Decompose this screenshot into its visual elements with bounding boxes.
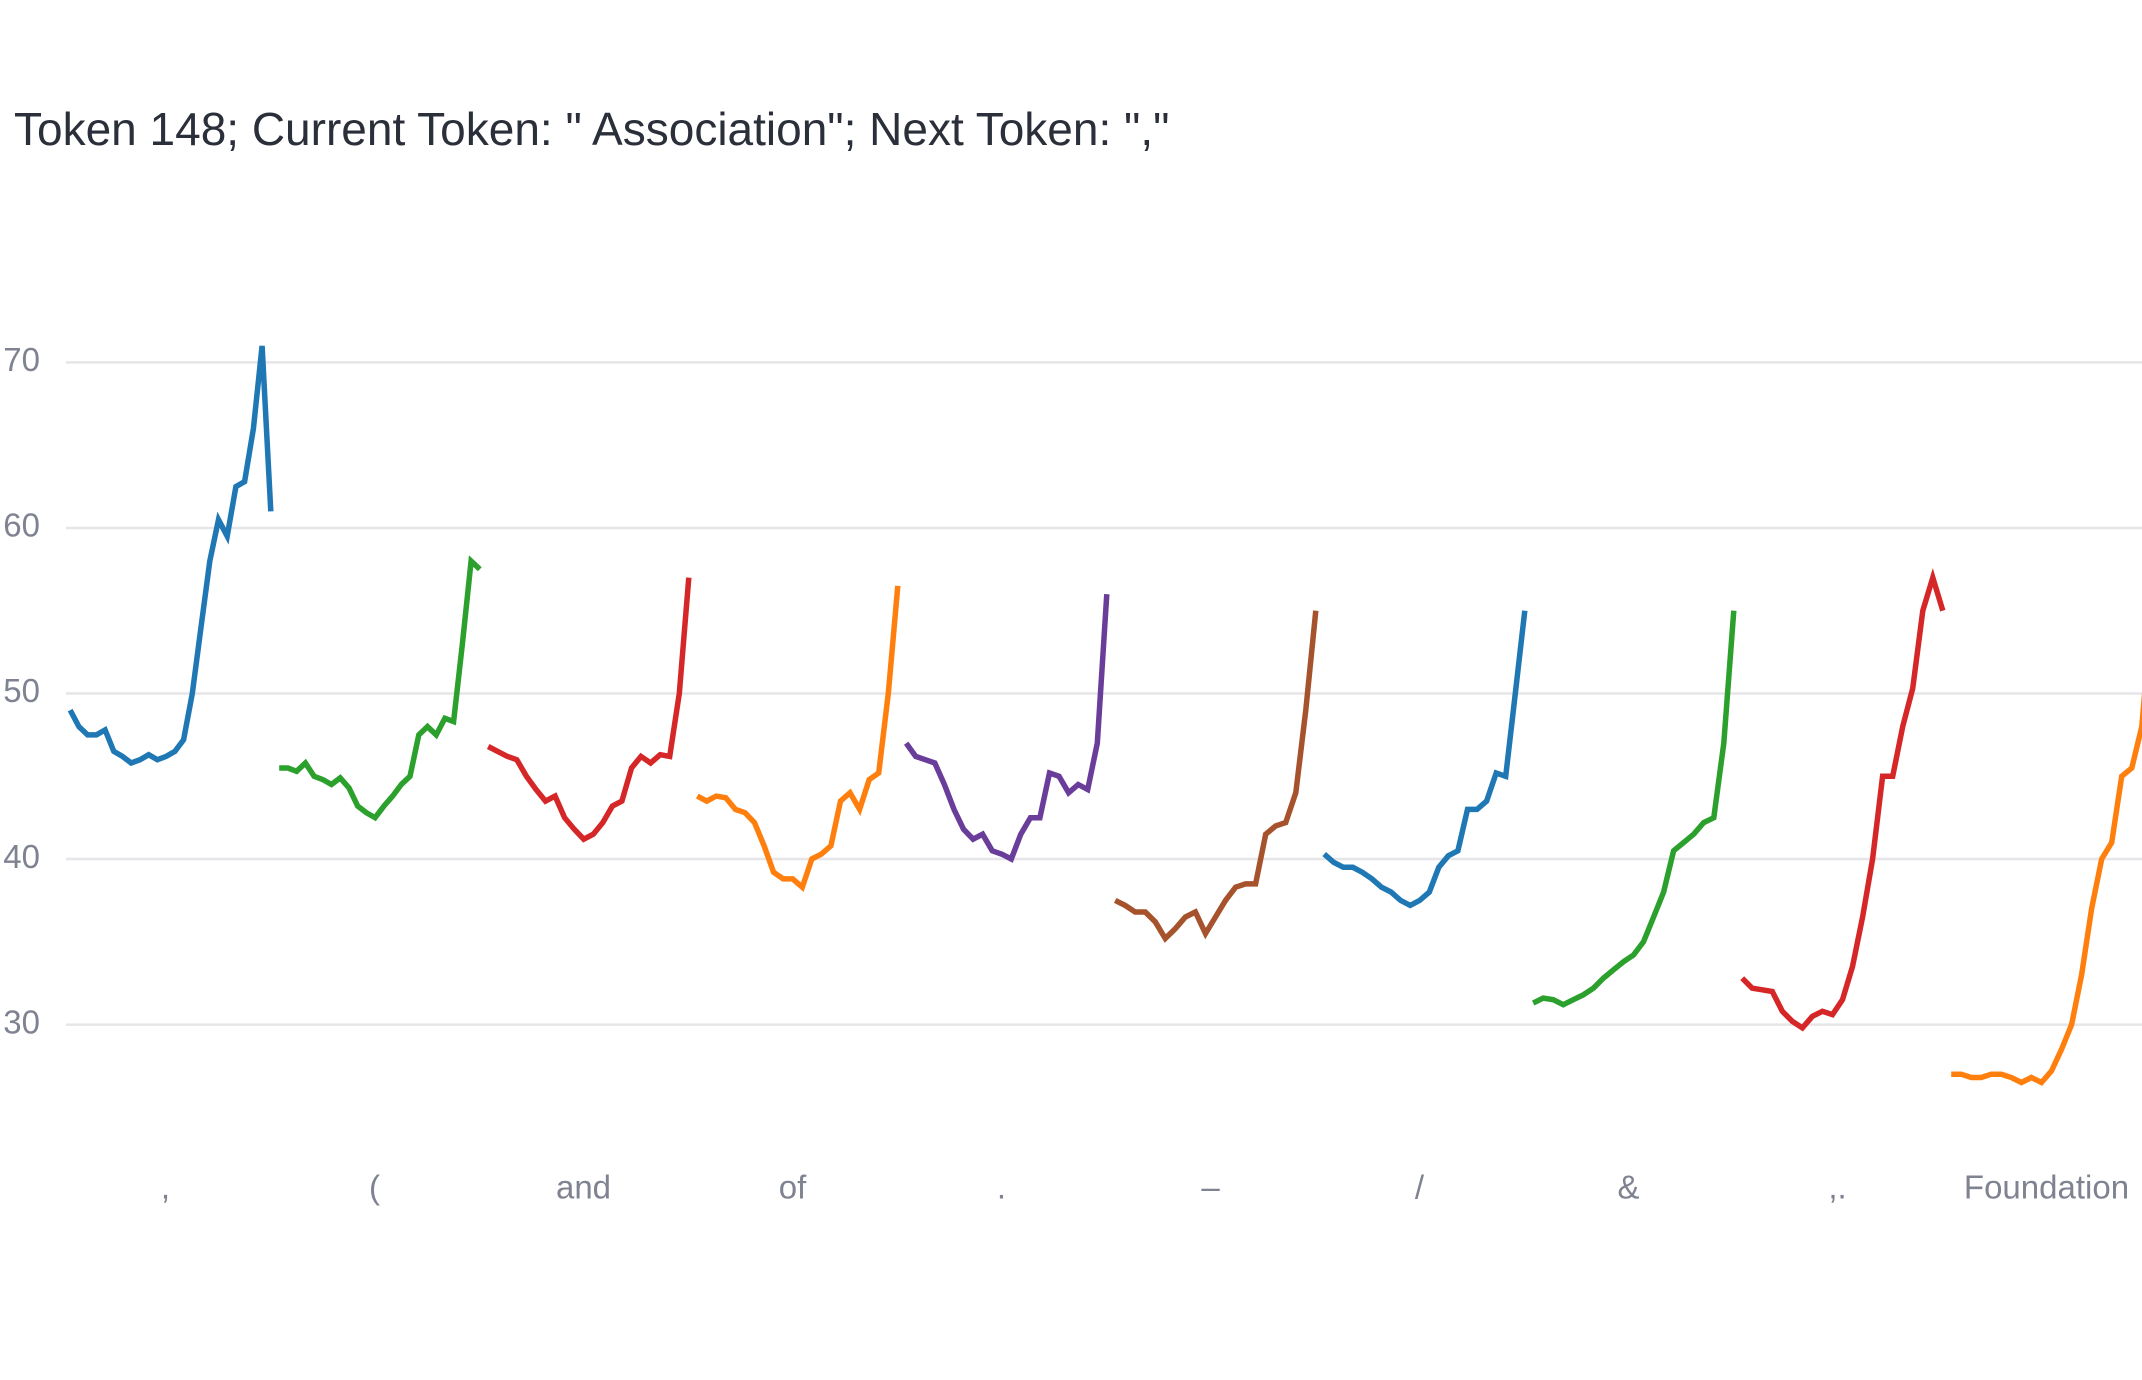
x-tick-label: / xyxy=(1415,1169,1425,1206)
y-tick-label: 70 xyxy=(3,341,40,378)
x-tick-label: & xyxy=(1617,1169,1639,1206)
series-line xyxy=(1740,568,1946,1032)
x-tick-label: – xyxy=(1201,1169,1220,1206)
series-line xyxy=(486,577,692,843)
x-tick-label: , xyxy=(161,1169,170,1206)
series-line xyxy=(1322,610,1528,909)
x-tick-label: Foundation xyxy=(1964,1169,2129,1206)
series-line xyxy=(279,555,482,822)
x-tick-label: of xyxy=(779,1169,807,1206)
series-line xyxy=(1113,610,1319,943)
y-tick-label: 30 xyxy=(3,1003,40,1040)
series-line xyxy=(695,585,901,892)
series-line xyxy=(1951,692,2142,1086)
series-line xyxy=(903,594,1110,863)
y-tick-label: 50 xyxy=(3,672,40,709)
y-tick-label: 40 xyxy=(3,838,40,875)
y-tick-label: 60 xyxy=(3,507,40,544)
x-tick-label: . xyxy=(997,1169,1006,1206)
chart-title: Token 148; Current Token: " Association"… xyxy=(14,103,1169,155)
x-tick-label: ,. xyxy=(1828,1169,1846,1206)
series-line xyxy=(67,345,274,767)
x-tick-label: and xyxy=(556,1169,611,1206)
series-line xyxy=(1531,610,1737,1008)
x-tick-label: ( xyxy=(369,1169,380,1206)
